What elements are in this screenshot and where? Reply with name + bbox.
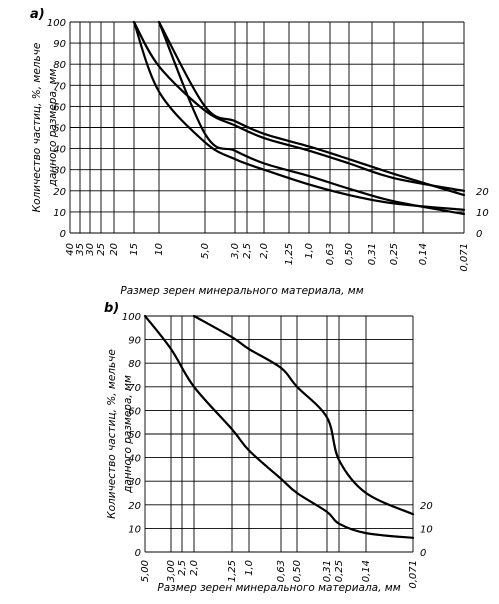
y-tick-label: 30 <box>128 477 141 488</box>
right-tick-label: 20 <box>476 187 489 198</box>
x-tick-label: 1,0 <box>244 560 255 576</box>
y-axis-title-line2: данного размера, мм <box>47 69 59 188</box>
x-tick-label: 0,50 <box>292 560 303 582</box>
x-tick-label: 25 <box>96 243 107 256</box>
y-tick-label: 100 <box>122 312 141 323</box>
x-tick-label: 1,25 <box>284 243 295 265</box>
x-tick-label: 0,14 <box>418 243 429 265</box>
x-tick-label: 0,50 <box>344 243 355 265</box>
y-tick-label: 20 <box>53 187 66 198</box>
x-tick-label: 0,25 <box>334 560 345 582</box>
x-tick-label: 5,00 <box>140 560 151 582</box>
y-tick-label: 100 <box>47 18 66 29</box>
y-tick-label: 0 <box>135 548 141 559</box>
panel-label: b) <box>104 301 119 316</box>
x-axis-title: Размер зерен минерального материала, мм <box>157 582 400 594</box>
x-axis-title: Размер зерен минерального материала, мм <box>120 285 363 297</box>
x-tick-label: 10 <box>154 243 165 256</box>
x-tick-label: 0,25 <box>389 243 400 265</box>
y-tick-label: 90 <box>53 39 66 50</box>
y-tick-label: 10 <box>53 208 66 219</box>
y-tick-label: 30 <box>53 166 66 177</box>
y-tick-label: 90 <box>128 336 141 347</box>
x-tick-label: 2,5 <box>177 560 188 576</box>
x-tick-label: 1,25 <box>227 560 238 582</box>
x-tick-label: 2,0 <box>259 243 270 259</box>
right-tick-label: 0 <box>420 548 426 559</box>
x-tick-label: 20 <box>109 243 120 256</box>
y-tick-label: 60 <box>128 406 141 417</box>
y-tick-label: 60 <box>53 102 66 113</box>
x-tick-label: 0,31 <box>367 243 378 265</box>
y-axis-title-line2: данного размера, мм <box>122 375 134 494</box>
x-tick-label: 3,00 <box>166 560 177 582</box>
series-curve-1 <box>132 20 466 192</box>
x-tick-label: 0,63 <box>325 243 336 265</box>
x-tick-label: 40 <box>65 243 76 256</box>
y-tick-label: 40 <box>53 145 66 156</box>
x-tick-label: 0,63 <box>276 560 287 582</box>
y-tick-label: 50 <box>128 430 141 441</box>
x-tick-label: 2,0 <box>189 560 200 576</box>
x-tick-label: 1,0 <box>304 243 315 259</box>
x-tick-label: 3,0 <box>230 243 241 259</box>
y-tick-label: 80 <box>128 359 141 370</box>
x-tick-label: 0,071 <box>459 243 470 272</box>
y-tick-label: 40 <box>128 454 141 465</box>
y-tick-label: 10 <box>128 524 141 535</box>
y-axis-title-line1: Количество частиц, %, мельче <box>106 349 118 519</box>
series-curve-2 <box>132 20 466 211</box>
x-tick-label: 5,0 <box>200 243 211 259</box>
x-tick-label: 0,31 <box>322 560 333 582</box>
y-tick-label: 0 <box>60 229 66 240</box>
x-tick-label: 2,5 <box>242 243 253 259</box>
y-tick-label: 70 <box>128 383 141 394</box>
x-tick-label: 30 <box>85 243 96 256</box>
right-tick-label: 0 <box>476 229 482 240</box>
y-axis-title-line1: Количество частиц, %, мельче <box>31 43 43 213</box>
x-tick-label: 0,14 <box>361 560 372 582</box>
panel-label: a) <box>30 7 45 22</box>
right-tick-label: 10 <box>476 208 489 219</box>
series-curve-2 <box>143 314 415 539</box>
y-tick-label: 20 <box>128 501 141 512</box>
y-tick-label: 70 <box>53 81 66 92</box>
series-curve-4 <box>157 20 466 216</box>
y-tick-label: 80 <box>53 60 66 71</box>
x-tick-label: 15 <box>129 243 140 256</box>
x-tick-label: 35 <box>75 243 86 256</box>
right-tick-label: 20 <box>420 501 433 512</box>
right-tick-label: 10 <box>420 524 433 535</box>
y-tick-label: 50 <box>53 124 66 135</box>
series-curve-1 <box>192 314 415 516</box>
series-curve-3 <box>157 20 466 197</box>
x-tick-label: 0,071 <box>408 560 419 589</box>
